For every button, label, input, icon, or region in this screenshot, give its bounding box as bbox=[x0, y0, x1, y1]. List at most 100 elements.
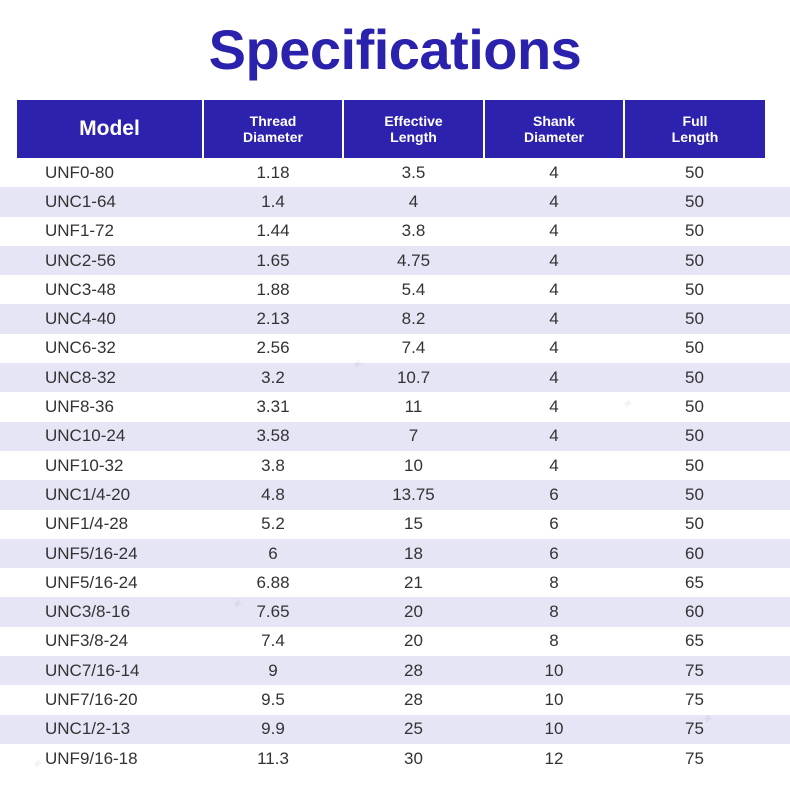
cell-thread-diameter: 3.2 bbox=[261, 367, 285, 387]
cell-thread-diameter: 1.4 bbox=[261, 191, 285, 211]
row-right-spacer bbox=[765, 568, 790, 597]
cell-shank-diameter: 4 bbox=[549, 455, 559, 475]
row-right-spacer bbox=[765, 510, 790, 539]
row-left-spacer bbox=[0, 715, 17, 744]
cell-model: UNF3/8-24 bbox=[45, 631, 129, 651]
row-right-spacer bbox=[765, 627, 790, 656]
column-header-model-line1: Model bbox=[79, 116, 140, 140]
cell-full-length: 50 bbox=[685, 221, 704, 241]
header-right-spacer bbox=[765, 100, 790, 158]
cell-model: UNC3/8-16 bbox=[45, 602, 131, 622]
cell-full-length: 50 bbox=[685, 279, 704, 299]
header-left-spacer bbox=[0, 100, 17, 158]
row-left-spacer bbox=[0, 510, 17, 539]
column-header-model: Model bbox=[17, 100, 204, 158]
cell-effective-length: 13.75 bbox=[392, 484, 435, 504]
cell-effective-length: 7.4 bbox=[401, 338, 426, 358]
cell-shank-diameter: 8 bbox=[549, 631, 559, 651]
table-row: UNF5/16-24 6 18 6 60 bbox=[0, 538, 790, 569]
table-row: UNC7/16-14 9 28 10 75 bbox=[0, 656, 790, 686]
cell-thread-diameter: 1.18 bbox=[256, 162, 290, 182]
row-left-spacer bbox=[0, 627, 17, 656]
cell-shank-diameter: 4 bbox=[549, 250, 559, 270]
column-header-effective-length-line2: Length bbox=[390, 129, 437, 145]
cell-effective-length: 21 bbox=[404, 572, 423, 592]
cell-full-length: 50 bbox=[685, 191, 704, 211]
cell-effective-length: 15 bbox=[404, 514, 423, 534]
cell-thread-diameter: 3.58 bbox=[256, 426, 290, 446]
cell-effective-length: 25 bbox=[404, 719, 423, 739]
column-header-effective-length: Effective Length bbox=[342, 100, 485, 158]
row-left-spacer bbox=[0, 158, 17, 187]
cell-shank-diameter: 4 bbox=[549, 426, 559, 446]
cell-effective-length: 4.75 bbox=[396, 250, 431, 270]
cell-full-length: 65 bbox=[685, 631, 704, 651]
table-header-row: Model Thread Diameter Effective Length S… bbox=[0, 100, 790, 158]
cell-effective-length: 3.8 bbox=[401, 221, 426, 241]
cell-effective-length: 28 bbox=[404, 660, 423, 680]
column-header-shank-diameter-line1: Shank bbox=[532, 112, 575, 129]
page-title: Specifications bbox=[208, 18, 582, 81]
row-right-spacer bbox=[765, 275, 790, 304]
row-right-spacer bbox=[765, 451, 790, 480]
cell-thread-diameter: 1.44 bbox=[256, 221, 290, 241]
row-right-spacer bbox=[765, 480, 790, 509]
cell-thread-diameter: 7.4 bbox=[261, 631, 285, 651]
cell-model: UNF1-72 bbox=[45, 221, 114, 241]
cell-shank-diameter: 4 bbox=[549, 191, 559, 211]
cell-effective-length: 10 bbox=[404, 455, 423, 475]
column-header-full-length: Full Length bbox=[623, 100, 765, 158]
row-right-spacer bbox=[765, 187, 790, 216]
row-right-spacer bbox=[765, 597, 790, 626]
cell-shank-diameter: 10 bbox=[544, 689, 564, 709]
row-left-spacer bbox=[0, 744, 17, 773]
table-row: UNF8-36 3.31 11 4 50 bbox=[0, 392, 790, 422]
cell-model: UNC2-56 bbox=[45, 250, 116, 270]
cell-shank-diameter: 6 bbox=[549, 514, 559, 534]
row-left-spacer bbox=[0, 363, 17, 392]
cell-effective-length: 30 bbox=[404, 748, 423, 768]
cell-full-length: 50 bbox=[685, 514, 704, 534]
cell-thread-diameter: 9.5 bbox=[261, 689, 285, 709]
table-row: UNF0-80 1.18 3.5 4 50 bbox=[0, 158, 790, 188]
cell-model: UNC8-32 bbox=[45, 367, 116, 387]
table-row: UNF9/16-18 11.3 30 12 75 bbox=[0, 743, 790, 774]
row-left-spacer bbox=[0, 685, 17, 714]
cell-thread-diameter: 6 bbox=[268, 543, 278, 563]
cell-thread-diameter: 3.8 bbox=[261, 455, 285, 475]
cell-full-length: 60 bbox=[685, 602, 704, 622]
cell-thread-diameter: 4.8 bbox=[261, 484, 285, 504]
column-header-thread-diameter-line1: Thread bbox=[249, 112, 297, 129]
row-right-spacer bbox=[765, 656, 790, 685]
table-row: UNF7/16-20 9.5 28 10 75 bbox=[0, 685, 790, 715]
row-right-spacer bbox=[765, 422, 790, 451]
cell-full-length: 75 bbox=[685, 660, 704, 680]
cell-model: UNC1-64 bbox=[45, 191, 116, 211]
row-left-spacer bbox=[0, 334, 17, 363]
row-left-spacer bbox=[0, 304, 17, 333]
cell-shank-diameter: 4 bbox=[549, 279, 559, 299]
table-row: UNC2-56 1.65 4.75 4 50 bbox=[0, 245, 790, 276]
cell-effective-length: 5.4 bbox=[401, 279, 426, 299]
table-row: UNC10-24 3.58 7 4 50 bbox=[0, 421, 790, 451]
table-row: UNC6-32 2.56 7.4 4 50 bbox=[0, 333, 790, 364]
row-right-spacer bbox=[765, 217, 790, 246]
cell-shank-diameter: 6 bbox=[549, 484, 559, 504]
cell-model: UNC7/16-14 bbox=[45, 660, 140, 680]
row-left-spacer bbox=[0, 539, 17, 568]
cell-full-length: 50 bbox=[685, 455, 704, 475]
row-left-spacer bbox=[0, 656, 17, 685]
cell-thread-diameter: 2.13 bbox=[256, 309, 290, 329]
cell-shank-diameter: 4 bbox=[549, 221, 559, 241]
column-header-effective-length-line1: Effective bbox=[384, 112, 443, 129]
row-right-spacer bbox=[765, 685, 790, 714]
cell-thread-diameter: 9.9 bbox=[261, 719, 285, 739]
cell-thread-diameter: 5.2 bbox=[261, 514, 285, 534]
table-row: UNF1/4-28 5.2 15 6 50 bbox=[0, 509, 790, 539]
cell-shank-diameter: 10 bbox=[544, 719, 564, 739]
cell-model: UNF7/16-20 bbox=[45, 689, 138, 709]
table-row: UNC4-40 2.13 8.2 4 50 bbox=[0, 304, 790, 334]
row-right-spacer bbox=[765, 744, 790, 773]
row-left-spacer bbox=[0, 275, 17, 304]
column-header-full-length-line2: Length bbox=[671, 129, 719, 145]
